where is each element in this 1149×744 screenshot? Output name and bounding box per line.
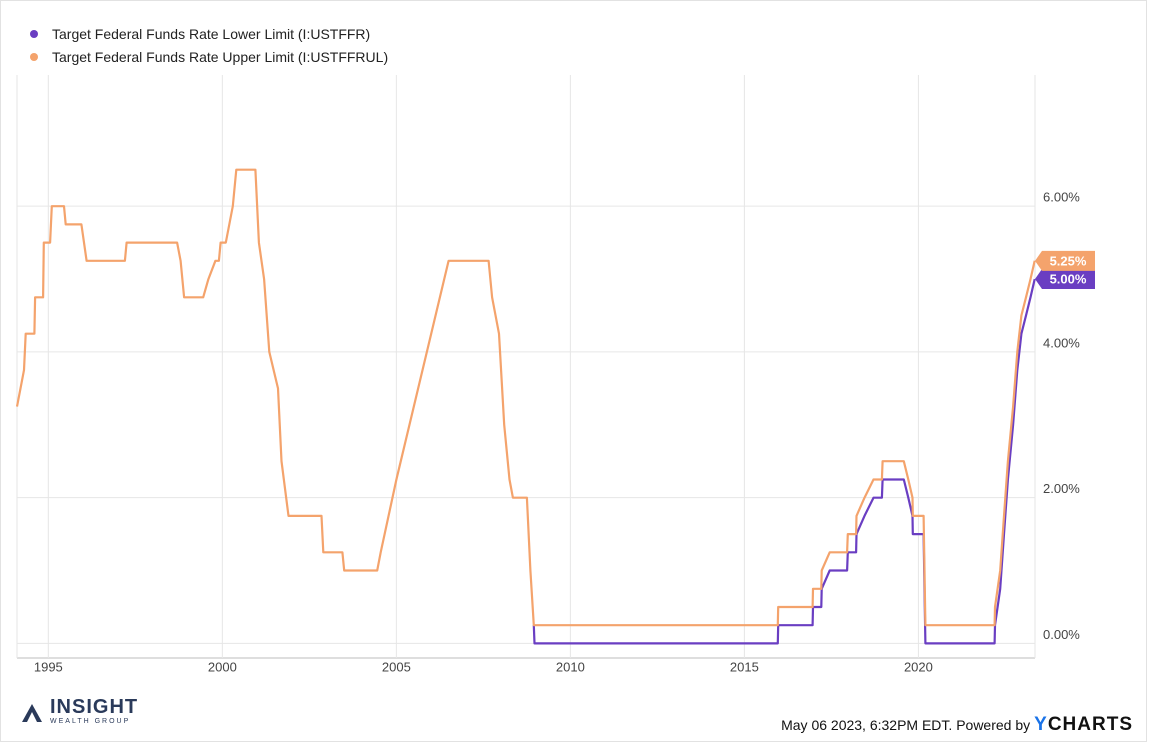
x-tick-label: 2005 (382, 659, 411, 674)
ycharts-logo[interactable]: YCHARTS (1034, 714, 1133, 736)
x-axis: 1995 2000 2005 2010 2015 2020 (34, 659, 933, 674)
end-label-text: 5.00% (1050, 271, 1087, 286)
end-label-lower: 5.00% (1035, 269, 1095, 290)
x-tick-label: 2010 (556, 659, 585, 674)
logo-subtitle: WEALTH GROUP (50, 718, 131, 725)
x-tick-label: 2020 (904, 659, 933, 674)
x-tick-label: 1995 (34, 659, 63, 674)
footer-credit: May 06 2023, 6:32PM EDT. Powered by YCHA… (781, 714, 1133, 736)
end-label-tag (1035, 269, 1095, 290)
ycharts-y: Y (1034, 714, 1048, 735)
logo-mark-icon (22, 703, 42, 722)
legend-item-lower[interactable]: Target Federal Funds Rate Lower Limit (I… (30, 22, 388, 45)
series-lines (15, 168, 1036, 645)
legend-dot-lower (30, 29, 38, 38)
logo-name: INSIGHT (50, 696, 139, 718)
legend-item-upper[interactable]: Target Federal Funds Rate Upper Limit (I… (30, 45, 388, 68)
end-label-upper: 5.25% (1035, 250, 1095, 271)
y-tick-label: 2.00% (1043, 481, 1080, 496)
legend: Target Federal Funds Rate Lower Limit (I… (30, 22, 388, 68)
end-labels: 5.00% 5.25% (1035, 250, 1095, 290)
x-tick-label: 2000 (208, 659, 237, 674)
legend-dot-upper (30, 52, 38, 61)
y-tick-label: 6.00% (1043, 190, 1080, 205)
x-tick-label: 2015 (730, 659, 759, 674)
legend-label-lower: Target Federal Funds Rate Lower Limit (I… (52, 25, 371, 42)
grid-lines (16, 75, 1036, 659)
end-label-text: 5.25% (1050, 253, 1087, 268)
end-label-tag (1035, 250, 1095, 271)
y-axis: 0.00% 2.00% 4.00% 6.00% (1043, 190, 1080, 642)
series-line-lower (532, 278, 1036, 645)
series-line-upper (15, 168, 1036, 627)
ycharts-rest: CHARTS (1047, 714, 1133, 735)
insight-logo: INSIGHT WEALTH GROUP (20, 697, 138, 726)
credit-text: May 06 2023, 6:32PM EDT. Powered by (781, 717, 1031, 733)
y-tick-label: 4.00% (1043, 335, 1080, 350)
legend-label-upper: Target Federal Funds Rate Upper Limit (I… (52, 48, 389, 65)
y-tick-label: 0.00% (1043, 627, 1080, 642)
